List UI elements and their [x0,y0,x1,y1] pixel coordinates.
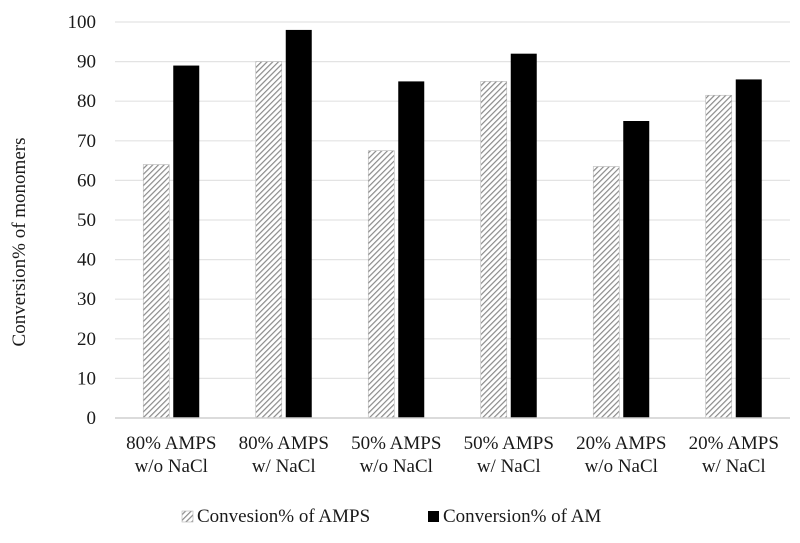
bar-amps-3 [480,81,508,419]
x-category-label: w/ NaCl [702,456,766,477]
bar-amps-1 [255,61,283,419]
y-tick-label: 10 [77,368,96,389]
y-axis-ticks: 0 10 20 30 40 50 60 70 80 90 100 [68,12,97,429]
y-tick-label: 100 [68,12,97,33]
x-category-label: 80% AMPS [126,433,216,454]
y-tick-label: 0 [87,408,97,429]
bar-am-0 [173,65,200,418]
bar-am-1 [285,29,312,418]
y-tick-label: 30 [77,289,96,310]
bar-am-5 [735,79,762,419]
bar-amps-4 [592,166,620,419]
bars [142,29,762,419]
x-category-label: 80% AMPS [239,433,329,454]
legend-swatch-am [428,511,439,522]
bar-am-4 [623,121,650,418]
bar-am-3 [510,53,537,419]
x-category-label: 50% AMPS [351,433,441,454]
y-tick-label: 60 [77,170,96,191]
x-category-label: w/o NaCl [360,456,433,477]
bar-amps-2 [367,150,395,419]
y-tick-label: 20 [77,329,96,350]
y-tick-label: 70 [77,131,96,152]
legend-label-amps: Convesion% of AMPS [197,506,370,527]
x-category-label: 20% AMPS [576,433,666,454]
bar-amps-5 [705,94,733,419]
x-category-label: w/ NaCl [477,456,541,477]
gridlines [115,21,790,379]
x-category-label: 20% AMPS [689,433,779,454]
y-tick-label: 80 [77,91,96,112]
bar-amps-0 [142,164,170,419]
x-category-label: w/o NaCl [135,456,208,477]
legend-label-am: Conversion% of AM [443,506,601,527]
y-tick-label: 40 [77,250,96,271]
legend-swatch-amps [181,510,194,523]
y-axis-title: Conversion% of monomers [9,138,30,347]
x-category-label: 50% AMPS [464,433,554,454]
legend: Convesion% of AMPS Conversion% of AM [181,506,601,527]
y-tick-label: 50 [77,210,96,231]
x-category-label: w/ NaCl [252,456,316,477]
bar-am-2 [398,81,425,419]
y-tick-label: 90 [77,52,96,73]
x-category-label: w/o NaCl [585,456,658,477]
